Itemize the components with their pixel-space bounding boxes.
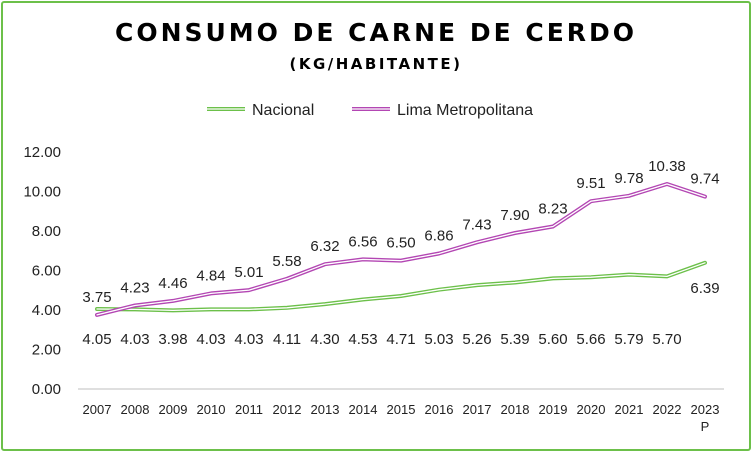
data-label-1: 6.56 [348,233,377,250]
data-label-0: 5.66 [576,331,605,348]
x-tick-label: 2023 P [691,402,720,434]
x-tick-label: 2010 [197,402,226,417]
data-label-1: 5.01 [234,264,263,281]
x-tick-label: 2011 [235,402,263,417]
chart-title: CONSUMO DE CARNE DE CERDO [114,18,638,47]
data-label-1: 9.78 [614,170,643,187]
x-tick-label: 2016 [425,402,454,417]
data-label-0: 4.53 [348,331,377,348]
x-tick-label: 2008 [121,402,150,417]
data-label-0: 4.30 [310,331,339,348]
y-tick-label: 10.00 [23,184,61,201]
y-tick-label: 0.00 [32,381,61,398]
y-tick-label: 2.00 [32,342,61,359]
data-label-0: 5.39 [500,331,529,348]
x-axis: 2007 2008 2009 2010 2011 2012 2013 2014 2015 2016… [78,388,724,434]
data-label-0: 5.03 [424,331,453,348]
legend-label-0: Nacional [252,102,314,119]
chart-subtitle: (KG/HABITANTE) [289,55,463,73]
y-tick-label: 8.00 [32,223,61,240]
data-label-0: 4.03 [234,331,263,348]
y-tick-label: 12.00 [23,144,61,161]
series-layer [95,182,707,317]
data-label-0: 5.70 [652,331,681,348]
data-label-1: 6.86 [424,228,453,245]
data-label-1: 6.50 [386,235,415,252]
data-label-1: 6.32 [310,238,339,255]
x-tick-label: 2009 [159,402,188,417]
data-label-1: 9.74 [690,171,719,188]
series-line-core-1 [96,183,706,316]
data-label-0: 4.71 [386,331,415,348]
legend-label-1: Lima Metropolitana [397,102,533,119]
x-tick-label: 2019 [539,402,568,417]
x-tick-label: 2020 [577,402,606,417]
data-label-1: 4.84 [196,267,225,284]
data-label-1: 10.38 [648,158,686,175]
x-tick-label: 2015 [387,402,416,417]
data-label-1: 5.58 [272,253,301,270]
series-line-core-0 [96,262,706,312]
x-tick-label: 2012 [273,402,302,417]
data-label-0: 4.03 [120,331,149,348]
series-line-0 [95,260,707,313]
y-tick-label: 4.00 [32,302,61,319]
data-label-0: 6.39 [690,280,719,297]
data-label-1: 4.23 [120,279,149,296]
legend: Nacional Lima Metropolitana [207,102,533,119]
data-labels: 4.05 4.03 3.98 4.03 4.03 4.11 4.30 4.53 4.71 5.03… [82,158,719,348]
y-tick-label: 6.00 [32,263,61,280]
y-axis: 0.00 2.00 4.00 6.00 8.00 10.00 12.00 [23,144,61,398]
x-tick-label: 2007 [83,402,112,417]
x-tick-label: 2014 [349,402,378,417]
data-label-0: 5.60 [538,331,567,348]
data-label-0: 5.26 [462,331,491,348]
data-label-1: 7.90 [500,207,529,224]
data-label-0: 4.05 [82,331,111,348]
x-tick-label: 2017 [463,402,492,417]
data-label-1: 7.43 [462,216,491,233]
data-label-0: 3.98 [158,331,187,348]
data-label-1: 3.75 [82,289,111,306]
x-tick-label: 2018 [501,402,530,417]
x-tick-label: 2021 [615,402,644,417]
data-label-0: 4.03 [196,331,225,348]
data-label-0: 5.79 [614,331,643,348]
x-tick-label: 2022 [653,402,682,417]
data-label-1: 9.51 [576,175,605,192]
data-label-1: 8.23 [538,200,567,217]
x-tick-label: 2013 [311,402,340,417]
data-label-1: 4.46 [158,275,187,292]
data-label-0: 4.11 [273,331,301,348]
